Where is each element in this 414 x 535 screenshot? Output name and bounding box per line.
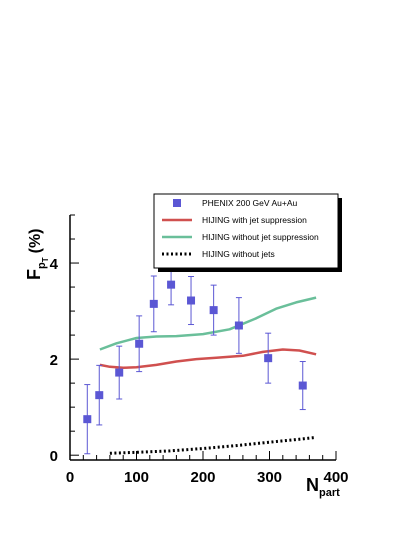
y-axis-title: FpT(%)	[24, 228, 50, 280]
series-line	[99, 348, 317, 370]
data-point	[135, 339, 144, 348]
series-layer	[83, 263, 317, 455]
x-tick-label: 300	[257, 469, 282, 486]
series-line	[109, 435, 317, 455]
series-line	[99, 296, 317, 351]
data-point	[149, 299, 158, 308]
y-tick-label: 0	[50, 448, 58, 465]
y-tick-label: 2	[50, 352, 58, 369]
legend-label: PHENIX 200 GeV Au+Au	[202, 198, 297, 208]
legend: PHENIX 200 GeV Au+Au HIJING with jet supp…	[153, 193, 342, 272]
data-point	[264, 354, 273, 363]
y-tick-label: 4	[50, 256, 59, 273]
axis-tick-labels: 0 100 200 300 400 0 2 4	[50, 256, 349, 486]
data-point	[234, 321, 243, 330]
legend-marker	[173, 199, 181, 207]
legend-label: HIJING without jet suppression	[202, 232, 319, 242]
legend-label: HIJING without jets	[202, 249, 275, 259]
data-point	[83, 415, 92, 424]
data-point	[209, 306, 218, 315]
legend-box	[153, 193, 339, 269]
x-tick-label: 100	[124, 469, 149, 486]
x-tick-label: 400	[323, 469, 348, 486]
data-point	[167, 280, 176, 289]
data-point	[187, 296, 196, 305]
x-axis-title: Npart	[306, 475, 340, 499]
axis-ticks	[69, 214, 337, 460]
data-point	[115, 368, 124, 377]
data-point	[298, 381, 307, 390]
legend-label: HIJING with jet suppression	[202, 215, 307, 225]
x-tick-label: 0	[66, 469, 74, 486]
x-tick-label: 200	[190, 469, 215, 486]
data-point	[95, 391, 104, 400]
